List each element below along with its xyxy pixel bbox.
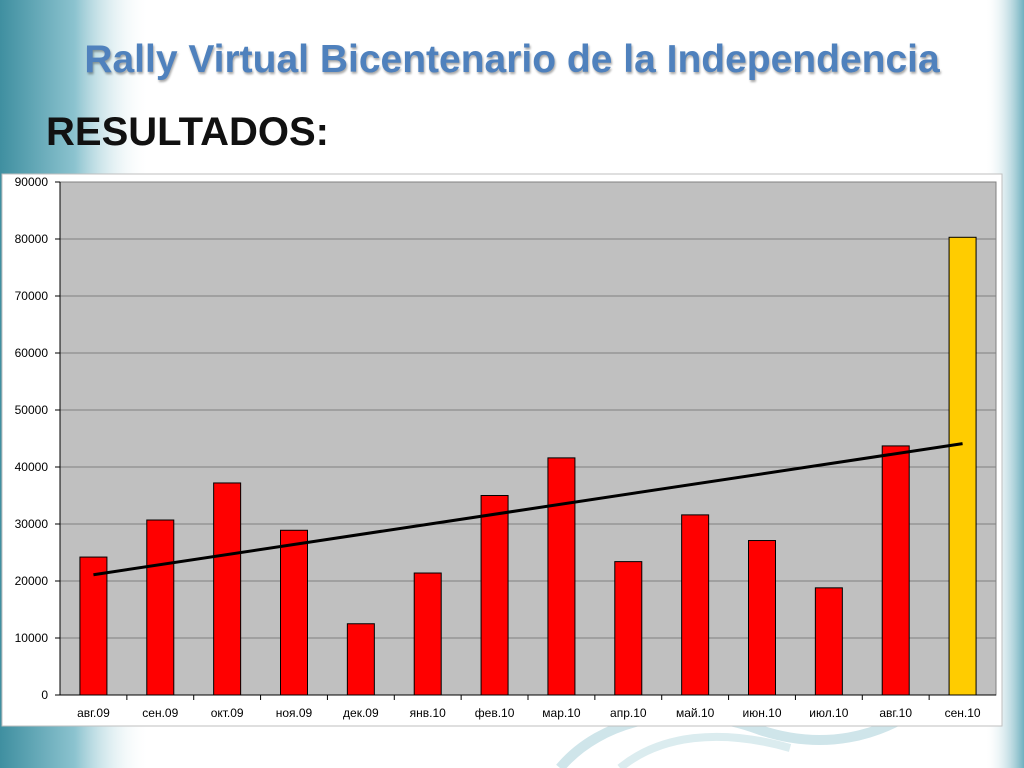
x-tick-label: сен.09 (142, 706, 178, 720)
y-tick-label: 90000 (15, 175, 49, 189)
bars (79, 236, 977, 696)
bar (413, 572, 442, 696)
slide-title: Rally Virtual Bicentenario de la Indepen… (84, 38, 940, 81)
y-tick-label: 10000 (15, 631, 49, 645)
y-tick-label: 60000 (15, 346, 49, 360)
y-tick-label: 80000 (15, 232, 49, 246)
plot-area (59, 181, 997, 696)
slide-subtitle: RESULTADOS: (46, 110, 329, 154)
y-tick-label: 50000 (15, 403, 49, 417)
x-tick-label: янв.10 (410, 706, 447, 720)
bar (79, 556, 108, 696)
x-axis-tick-labels: авг.09 сен.09 окт.09 ноя.09 дек.09 янв.10 фев.… (77, 695, 981, 720)
x-tick-label: авг.09 (77, 706, 110, 720)
bar (280, 529, 308, 696)
x-tick-label: авг.10 (879, 706, 912, 720)
x-tick-label: мар.10 (542, 706, 581, 720)
bar (814, 587, 843, 696)
x-tick-label: ноя.09 (276, 706, 313, 720)
bar (480, 495, 509, 696)
x-tick-label: сен.10 (945, 706, 981, 720)
bar (748, 540, 776, 696)
y-tick-label: 20000 (15, 574, 49, 588)
trendline (93, 442, 963, 577)
bar (881, 445, 910, 696)
bar-chart: 0 10000 20000 30000 40000 50000 60000 70000 8000… (1, 173, 1003, 727)
x-tick-label: дек.09 (343, 706, 379, 720)
y-tick-label: 70000 (15, 289, 49, 303)
x-tick-label: май.10 (676, 706, 715, 720)
bar (614, 561, 643, 696)
bar (146, 519, 175, 696)
x-tick-label: фев.10 (475, 706, 515, 720)
trendline-layer (93, 442, 963, 577)
x-tick-label: июн.10 (742, 706, 781, 720)
y-tick-label: 30000 (15, 517, 49, 531)
x-tick-label: апр.10 (610, 706, 647, 720)
x-tick-label: июл.10 (809, 706, 848, 720)
bar-highlight (948, 236, 977, 696)
y-tick-label: 40000 (15, 460, 49, 474)
bar (346, 623, 375, 696)
bar (213, 482, 242, 696)
bar (547, 457, 576, 696)
x-tick-label: окт.09 (211, 706, 244, 720)
bar (681, 514, 710, 696)
y-tick-label: 0 (41, 688, 48, 702)
